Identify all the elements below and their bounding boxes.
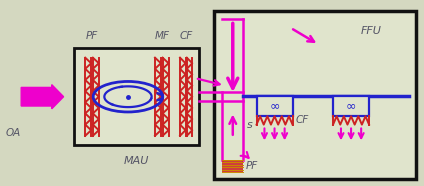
Text: s: s — [247, 120, 253, 130]
Text: CF: CF — [179, 31, 193, 41]
Bar — [257, 96, 293, 116]
Text: FFU: FFU — [361, 26, 382, 36]
Bar — [74, 48, 199, 145]
Text: OA: OA — [5, 128, 20, 138]
Text: MF: MF — [154, 31, 169, 41]
Bar — [333, 96, 369, 116]
Text: MAU: MAU — [124, 156, 149, 166]
FancyArrow shape — [21, 85, 64, 109]
Bar — [222, 160, 243, 172]
Text: PF: PF — [246, 161, 258, 171]
Text: ∞: ∞ — [269, 100, 280, 113]
Text: PF: PF — [86, 31, 98, 41]
Bar — [214, 11, 416, 179]
Text: ∞: ∞ — [346, 100, 356, 113]
Text: CF: CF — [296, 116, 309, 125]
